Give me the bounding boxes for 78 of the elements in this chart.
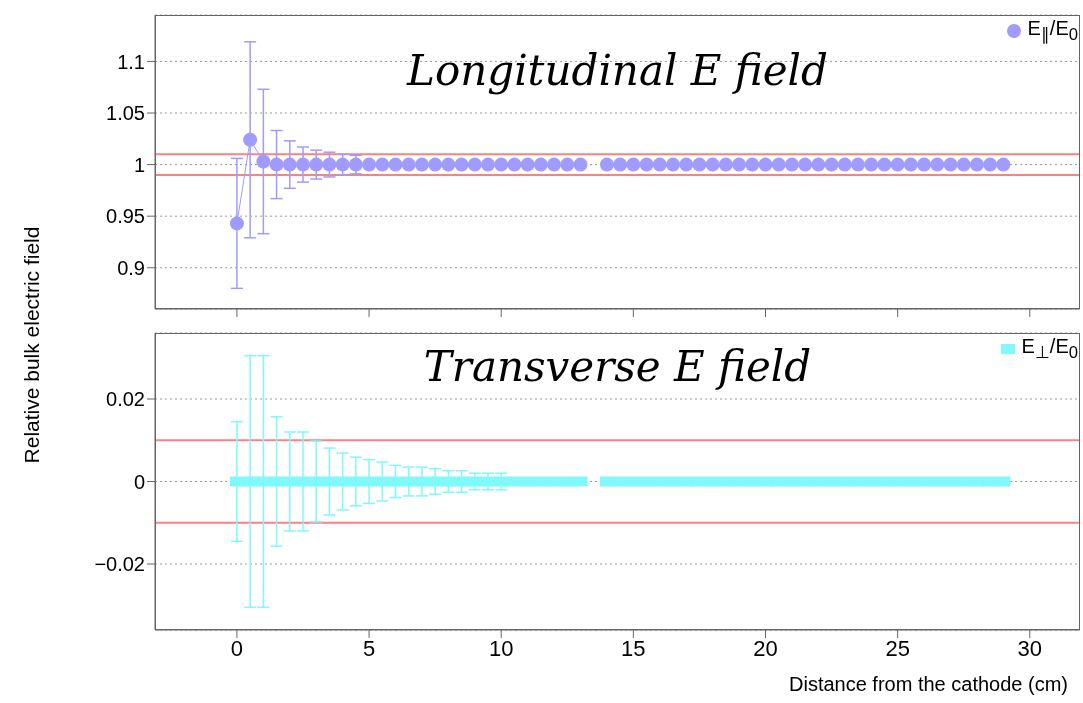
x-tick-label: 20 bbox=[753, 635, 778, 661]
point bbox=[890, 157, 905, 172]
x-tick-label: 10 bbox=[488, 635, 514, 661]
point bbox=[930, 157, 945, 172]
x-tick-label: 15 bbox=[621, 635, 646, 661]
point bbox=[467, 157, 482, 172]
point bbox=[996, 157, 1011, 172]
y-tick-label: −0.02 bbox=[94, 553, 145, 576]
point bbox=[282, 157, 297, 172]
point bbox=[269, 157, 284, 172]
point bbox=[758, 157, 773, 172]
point bbox=[441, 157, 456, 172]
point bbox=[626, 157, 641, 172]
x-axis-title: Distance from the cathode (cm) bbox=[789, 673, 1068, 695]
y-tick-label: 1 bbox=[133, 153, 145, 176]
point bbox=[454, 157, 469, 172]
point bbox=[824, 157, 839, 172]
point bbox=[745, 157, 760, 172]
point bbox=[256, 154, 271, 169]
point bbox=[798, 157, 813, 172]
point bbox=[494, 157, 509, 172]
point bbox=[401, 157, 416, 172]
point bbox=[983, 157, 998, 172]
point bbox=[969, 157, 984, 172]
y-tick-label: 0.95 bbox=[106, 205, 145, 228]
point bbox=[917, 157, 932, 172]
point bbox=[851, 157, 865, 172]
point bbox=[599, 157, 614, 172]
point bbox=[428, 157, 443, 172]
point bbox=[705, 157, 720, 172]
y-tick-label: 0 bbox=[133, 470, 145, 493]
point bbox=[296, 157, 310, 172]
y-tick-label: 0.9 bbox=[117, 256, 145, 279]
chart-title: Transverse E field bbox=[423, 342, 812, 391]
point bbox=[533, 157, 548, 172]
point bbox=[560, 157, 575, 172]
point bbox=[732, 157, 747, 172]
y-tick-label: 0.02 bbox=[106, 388, 145, 411]
point bbox=[903, 157, 918, 172]
legend-label: E$_{∥}$/E$_{0}$ bbox=[1027, 17, 1078, 45]
point bbox=[718, 157, 733, 172]
point bbox=[243, 132, 258, 147]
point bbox=[613, 157, 628, 172]
point bbox=[573, 157, 588, 172]
x-tick-label: 30 bbox=[1017, 635, 1043, 661]
x-tick-label: 25 bbox=[885, 635, 910, 661]
point bbox=[322, 157, 337, 172]
x-tick-label: 0 bbox=[230, 635, 244, 661]
point bbox=[335, 157, 350, 172]
point bbox=[507, 157, 522, 172]
y-tick-label: 1.1 bbox=[117, 50, 145, 73]
point bbox=[811, 157, 826, 172]
x-tick-label: 5 bbox=[362, 635, 376, 661]
point bbox=[943, 157, 958, 172]
point bbox=[309, 157, 324, 172]
point bbox=[771, 157, 786, 172]
point bbox=[520, 157, 535, 172]
point bbox=[652, 157, 667, 172]
point bbox=[837, 157, 852, 172]
point bbox=[362, 157, 377, 172]
legend-label: E$_{⊥}$/E$_{0}$ bbox=[1021, 335, 1078, 363]
point bbox=[666, 157, 680, 172]
point bbox=[388, 157, 403, 172]
point bbox=[547, 157, 562, 172]
y-tick-label: 1.05 bbox=[106, 102, 145, 125]
point bbox=[229, 216, 244, 231]
point bbox=[414, 157, 429, 172]
point bbox=[784, 157, 799, 172]
point bbox=[692, 157, 707, 172]
point bbox=[481, 157, 495, 172]
point bbox=[679, 157, 694, 172]
point bbox=[639, 157, 654, 172]
text: Longitudinal E field bbox=[405, 46, 829, 95]
point bbox=[864, 157, 879, 172]
point bbox=[375, 157, 390, 172]
y-axis-title: Relative bulk electric field bbox=[20, 226, 44, 464]
point bbox=[956, 157, 971, 172]
point bbox=[877, 157, 892, 172]
